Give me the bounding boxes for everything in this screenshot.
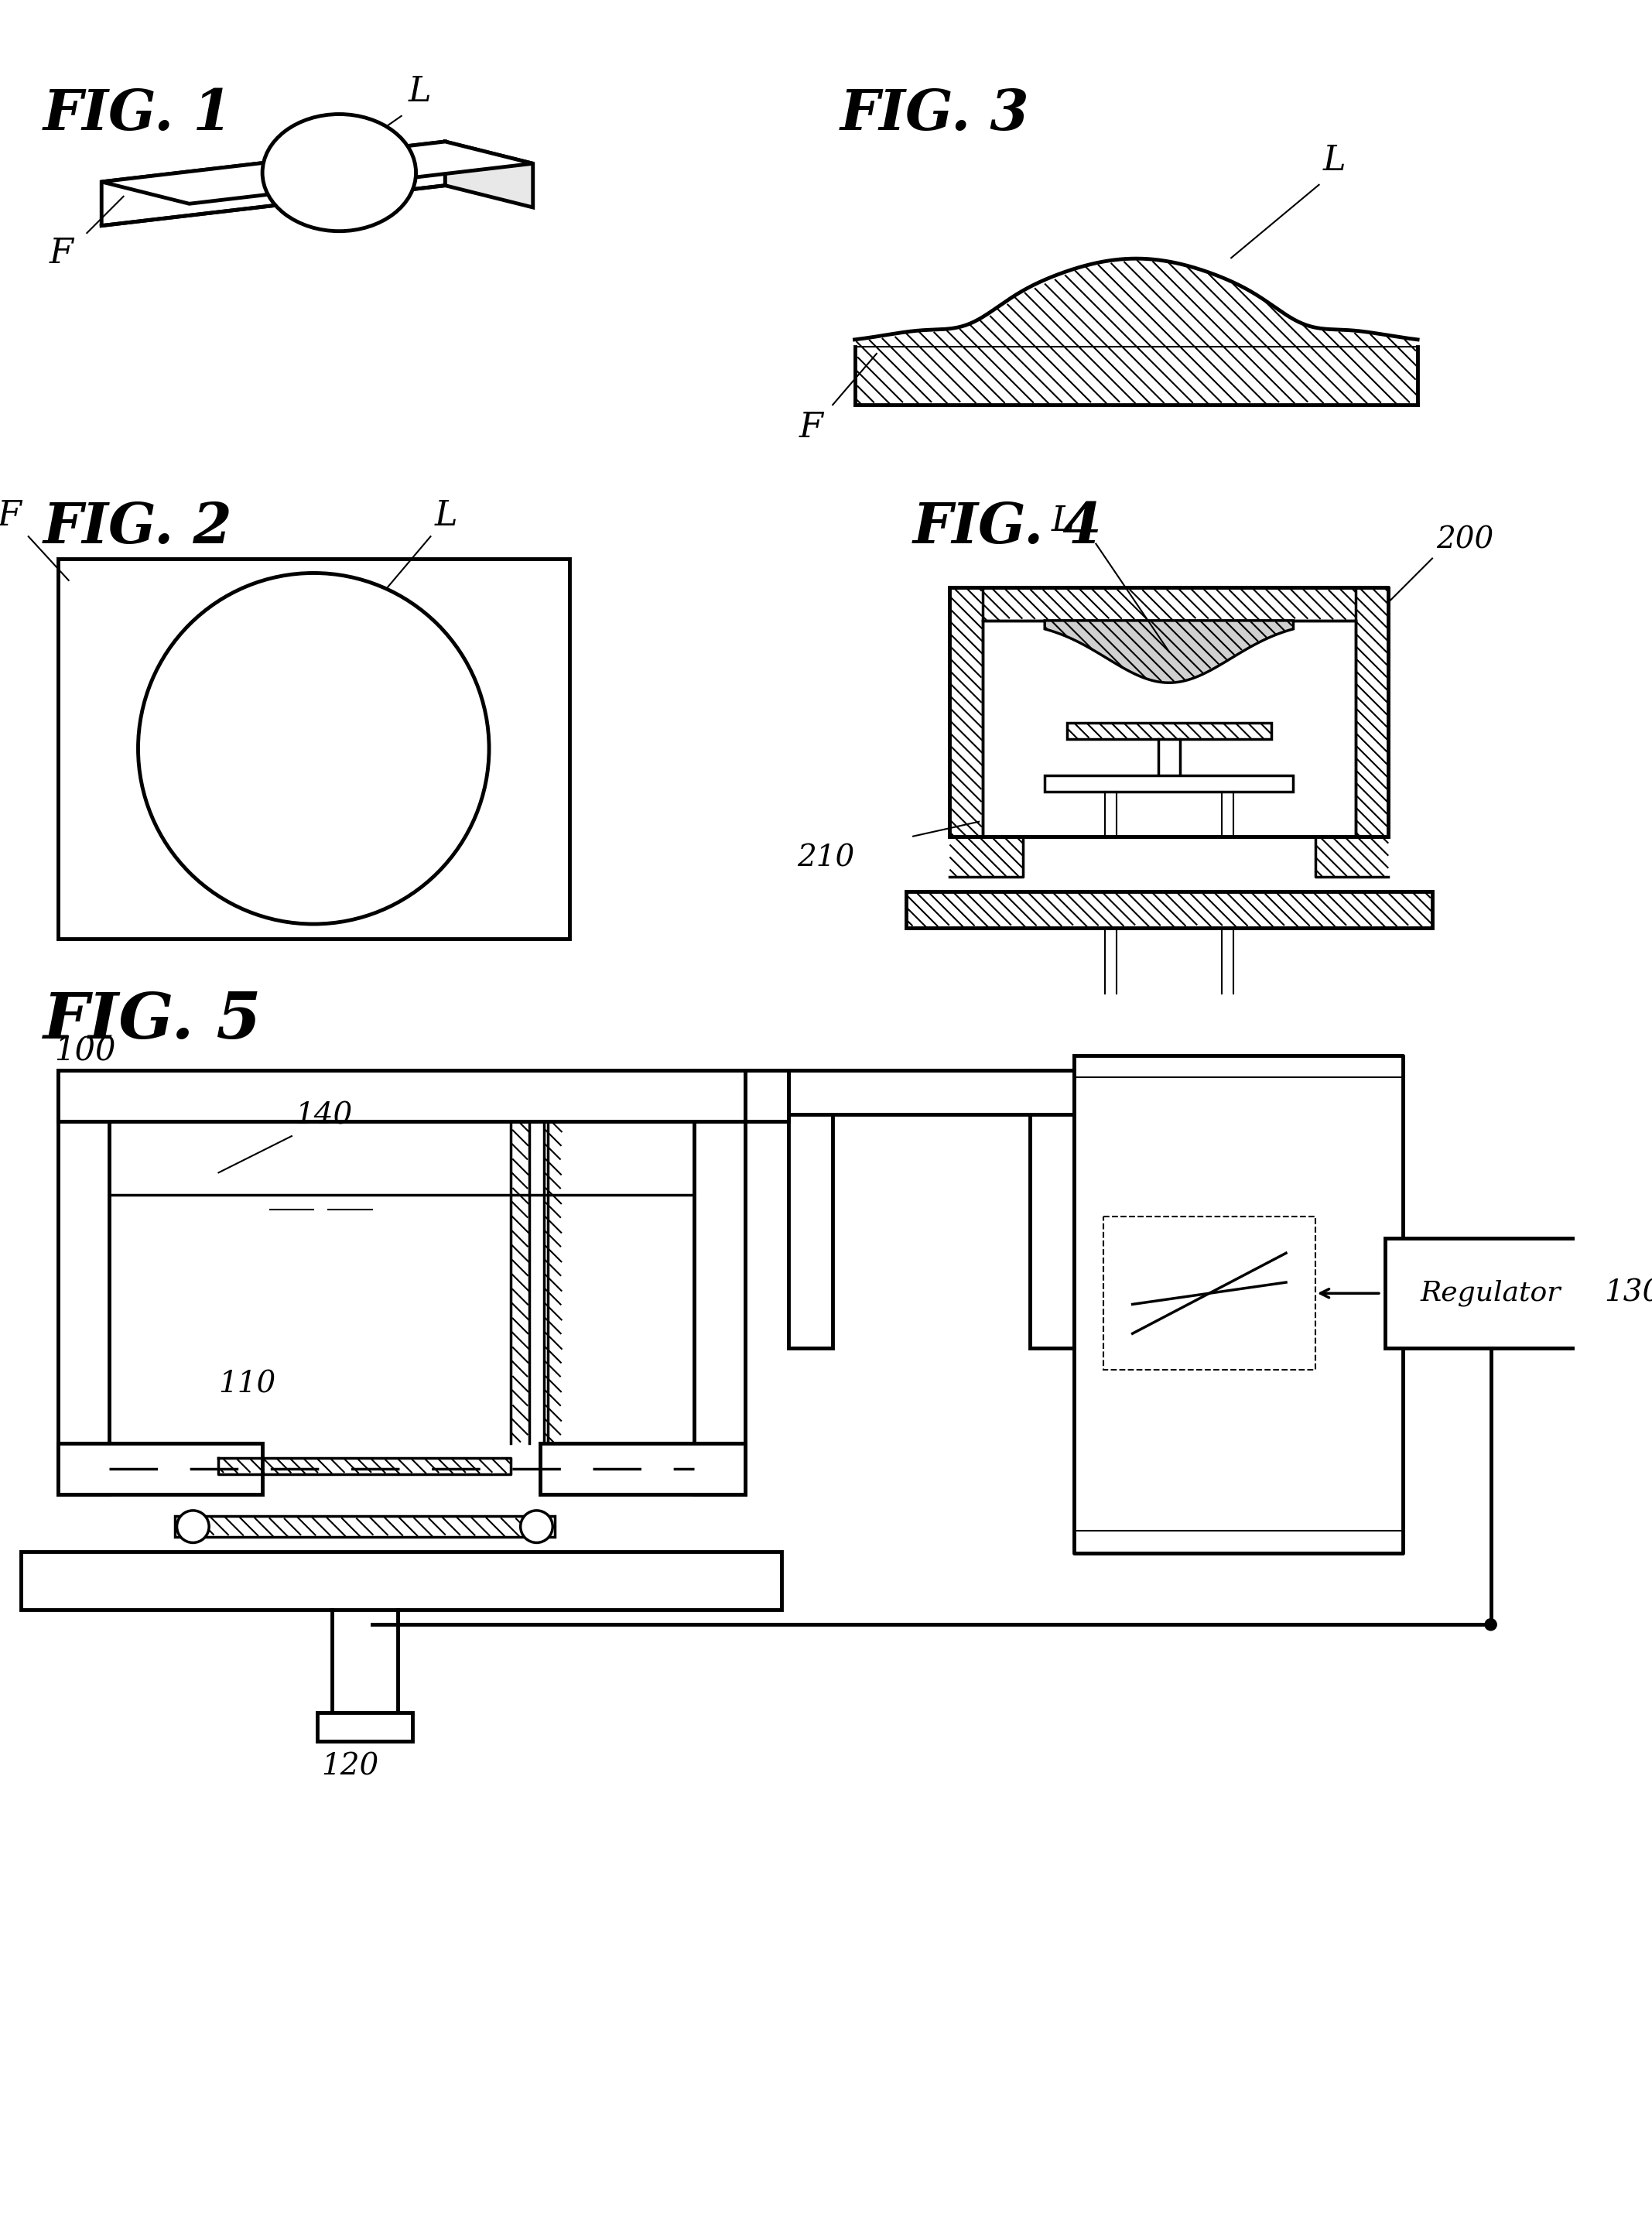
- Circle shape: [139, 573, 489, 924]
- Polygon shape: [540, 1444, 745, 1495]
- Text: 200: 200: [1436, 526, 1493, 555]
- Polygon shape: [1356, 589, 1388, 837]
- Text: FIG. 4: FIG. 4: [914, 500, 1102, 555]
- Text: FIG. 1: FIG. 1: [43, 87, 233, 142]
- Text: 110: 110: [218, 1370, 276, 1399]
- Polygon shape: [1067, 722, 1272, 740]
- Polygon shape: [950, 589, 983, 837]
- Polygon shape: [745, 1071, 790, 1122]
- Polygon shape: [101, 142, 444, 227]
- Polygon shape: [58, 1071, 745, 1122]
- Circle shape: [177, 1510, 210, 1544]
- Circle shape: [1485, 1619, 1497, 1630]
- Text: L: L: [408, 76, 431, 109]
- Polygon shape: [58, 1071, 109, 1495]
- Polygon shape: [58, 1444, 263, 1495]
- Text: L: L: [1051, 504, 1074, 537]
- Polygon shape: [905, 891, 1432, 928]
- Text: L: L: [434, 500, 458, 533]
- Polygon shape: [790, 1071, 833, 1348]
- Text: FIG. 3: FIG. 3: [839, 87, 1029, 142]
- Polygon shape: [950, 589, 1388, 620]
- Polygon shape: [101, 142, 534, 204]
- Text: FIG. 5: FIG. 5: [43, 991, 261, 1053]
- Text: F: F: [0, 500, 21, 533]
- Polygon shape: [790, 1071, 1074, 1115]
- Text: 130: 130: [1604, 1279, 1652, 1308]
- Text: L: L: [1323, 144, 1345, 178]
- Polygon shape: [1044, 775, 1294, 791]
- Text: 120: 120: [322, 1752, 378, 1781]
- Text: F: F: [800, 411, 823, 444]
- Polygon shape: [694, 1071, 745, 1495]
- Text: FIG. 2: FIG. 2: [43, 500, 233, 555]
- Polygon shape: [58, 557, 570, 939]
- Polygon shape: [317, 1712, 413, 1741]
- Text: Regulator: Regulator: [1421, 1279, 1561, 1306]
- Polygon shape: [21, 1552, 781, 1610]
- Text: 100: 100: [55, 1035, 116, 1066]
- Polygon shape: [444, 142, 534, 207]
- Ellipse shape: [263, 113, 416, 231]
- Circle shape: [520, 1510, 553, 1544]
- Polygon shape: [175, 1517, 555, 1537]
- Text: F: F: [50, 238, 73, 271]
- Polygon shape: [1044, 620, 1294, 682]
- Polygon shape: [1384, 1239, 1597, 1348]
- Polygon shape: [1031, 1071, 1074, 1348]
- Text: 140: 140: [296, 1102, 354, 1130]
- Text: 210: 210: [798, 844, 854, 873]
